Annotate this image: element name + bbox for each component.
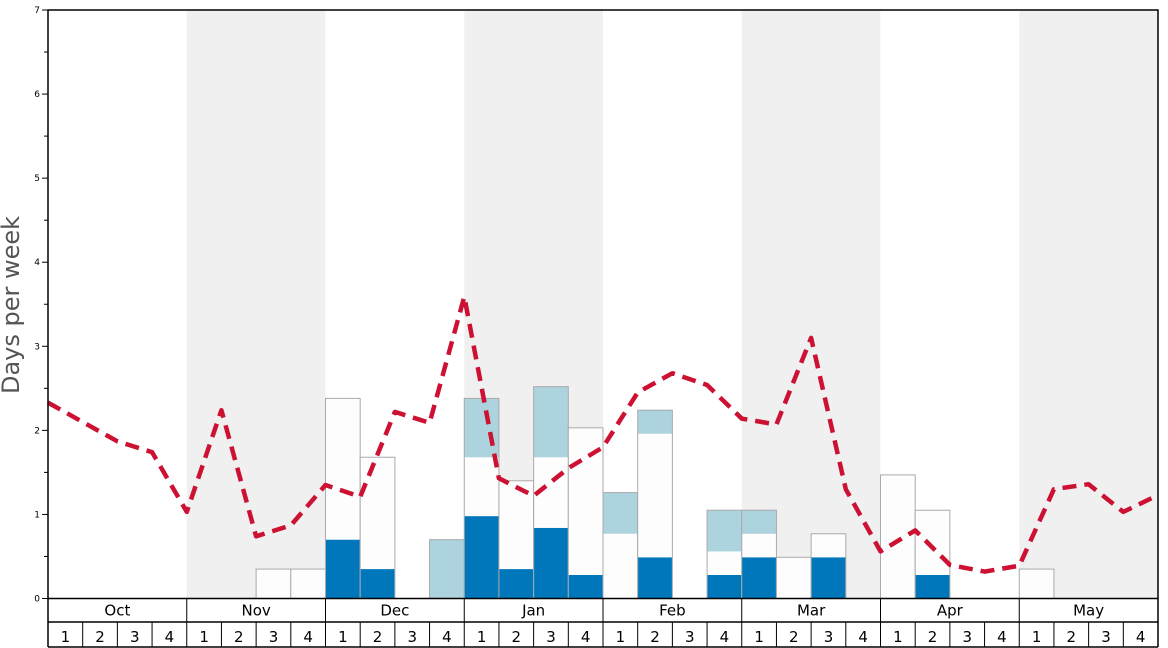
week-label: 1: [477, 628, 487, 646]
week-label: 3: [546, 628, 556, 646]
bar-middle-segment: [464, 457, 499, 517]
month-label-oct: Oct: [104, 602, 130, 620]
week-label: 4: [442, 628, 452, 646]
bar-top-segment: [429, 539, 465, 599]
month-shade-mar: [741, 10, 881, 599]
bar-middle-segment: [741, 533, 777, 558]
week-label: 1: [616, 628, 626, 646]
y-tick-label: 7: [34, 6, 40, 16]
month-label-mar: Mar: [797, 602, 826, 620]
y-axis-label: Days per week: [0, 216, 25, 394]
average-line-layer: [46, 294, 1159, 574]
bar-bottom-segment: [325, 539, 361, 599]
x-axis: Oct Nov Dec Jan Feb Mar Apr May 1 2 3 4 1 2 3 4 1 2 3 4 1 2 3 4…: [47, 598, 1159, 648]
bar-middle-segment: [360, 457, 395, 570]
month-label-nov: Nov: [241, 602, 270, 620]
month-shading-bands: [48, 10, 1158, 599]
week-label: 4: [720, 628, 730, 646]
week-label: 2: [928, 628, 938, 646]
bar-bottom-segment: [533, 527, 569, 599]
bar-middle-segment: [915, 510, 950, 575]
week-label: 1: [338, 628, 348, 646]
week-label: 3: [130, 628, 140, 646]
bar-middle-segment: [256, 569, 291, 599]
month-shade-may: [1019, 10, 1158, 599]
week-label: 3: [824, 628, 834, 646]
bar-middle-segment: [290, 569, 326, 599]
bar-bottom-segment: [741, 557, 777, 599]
bar-middle-segment: [325, 398, 361, 540]
bar-top-segment: [464, 398, 499, 458]
bar-middle-segment: [776, 557, 812, 599]
month-label-dec: Dec: [380, 602, 409, 620]
week-label: 1: [754, 628, 764, 646]
week-label: 4: [858, 628, 868, 646]
y-tick-label: 6: [34, 90, 40, 100]
week-label: 2: [512, 628, 522, 646]
month-shade-nov: [186, 10, 326, 599]
y-tick-label: 4: [34, 258, 40, 268]
week-label: 2: [650, 628, 660, 646]
week-label: 4: [1136, 628, 1146, 646]
week-label: 2: [789, 628, 799, 646]
bar-middle-segment: [603, 533, 638, 599]
bar-bottom-segment: [915, 574, 950, 599]
bar-middle-segment: [637, 433, 673, 558]
week-label: 2: [373, 628, 383, 646]
bar-bottom-segment: [707, 574, 742, 599]
bar-middle-segment: [811, 533, 846, 558]
month-label-jan: Jan: [521, 602, 545, 620]
week-label: 3: [407, 628, 417, 646]
bar-middle-segment: [1019, 569, 1054, 599]
week-label: 2: [1067, 628, 1077, 646]
bar-bottom-segment: [360, 569, 395, 599]
week-label: 1: [893, 628, 903, 646]
bar-bottom-segment: [464, 516, 499, 599]
week-label: 1: [199, 628, 209, 646]
bar-bottom-segment: [568, 574, 603, 599]
week-label: 4: [303, 628, 313, 646]
week-label: 2: [234, 628, 244, 646]
bar-middle-segment: [880, 474, 916, 599]
week-label: 1: [61, 628, 71, 646]
y-tick-label: 0: [34, 595, 40, 605]
week-label: 1: [1032, 628, 1042, 646]
bar-middle-segment: [707, 551, 742, 575]
week-label: 4: [581, 628, 591, 646]
month-label-apr: Apr: [937, 602, 964, 620]
y-tick-label: 3: [34, 342, 40, 352]
week-label: 3: [1101, 628, 1111, 646]
week-label: 2: [95, 628, 105, 646]
bar-middle-segment: [498, 480, 534, 570]
week-label: 3: [269, 628, 279, 646]
y-axis: 0 1 2 3 4 5 6 7: [34, 6, 48, 605]
bar-top-segment: [637, 410, 673, 434]
bar-top-segment: [741, 510, 777, 534]
bar-bottom-segment: [498, 569, 534, 599]
y-tick-label: 5: [34, 174, 40, 184]
month-label-may: May: [1073, 602, 1104, 620]
bar-top-segment: [533, 386, 569, 458]
average-trend-line: [46, 294, 1159, 574]
week-label: 3: [685, 628, 695, 646]
bar-bottom-segment: [637, 557, 673, 599]
y-tick-label: 1: [34, 510, 40, 520]
bar-top-segment: [707, 510, 742, 552]
month-label-feb: Feb: [659, 602, 686, 620]
week-label: 4: [997, 628, 1007, 646]
week-label: 4: [165, 628, 175, 646]
bar-bottom-segment: [811, 557, 846, 599]
week-label: 3: [962, 628, 972, 646]
y-tick-label: 2: [34, 426, 40, 436]
bar-top-segment: [603, 492, 638, 534]
